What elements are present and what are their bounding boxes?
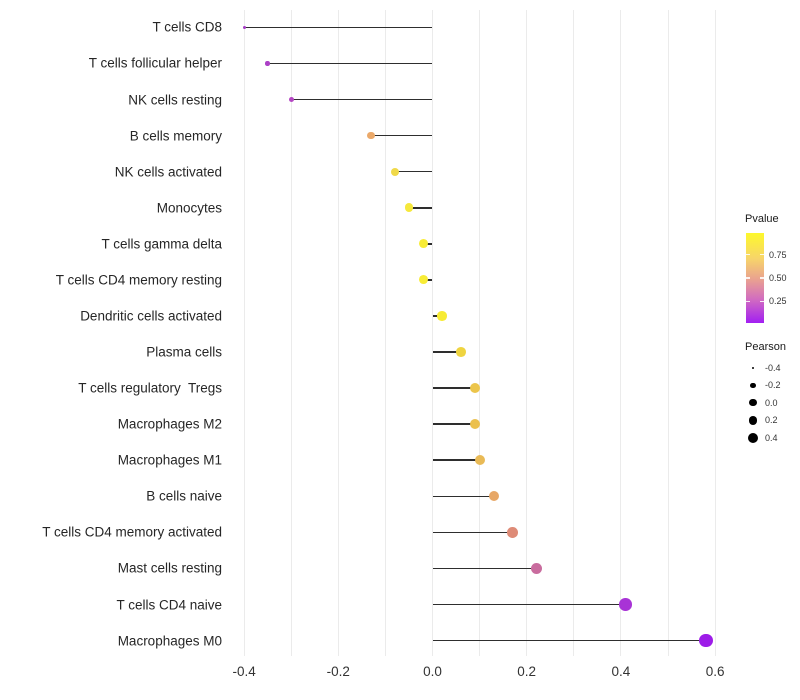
pearson-legend-dot bbox=[748, 432, 758, 443]
x-tick-label: 0.4 bbox=[611, 664, 631, 679]
pearson-legend-label: -0.2 bbox=[765, 380, 781, 391]
category-label: Macrophages M0 bbox=[117, 633, 222, 649]
lollipop-dot bbox=[265, 61, 270, 66]
gridline bbox=[384, 10, 386, 656]
pearson-legend-label: -0.4 bbox=[765, 363, 781, 373]
gridline bbox=[243, 10, 245, 656]
pvalue-legend-title: Pvalue bbox=[745, 213, 779, 225]
category-label: Macrophages M1 bbox=[117, 452, 222, 468]
category-label: Monocytes bbox=[156, 200, 222, 216]
gridline bbox=[620, 10, 622, 656]
pearson-legend-dot bbox=[749, 399, 757, 407]
lollipop-stem bbox=[423, 243, 433, 245]
category-label: B cells memory bbox=[129, 128, 222, 144]
category-label: NK cells activated bbox=[114, 164, 222, 180]
gridline bbox=[573, 10, 575, 656]
pvalue-tick-mark bbox=[746, 300, 750, 303]
pvalue-tick-mark bbox=[760, 277, 764, 279]
lollipop-stem bbox=[244, 26, 433, 29]
category-label: Mast cells resting bbox=[117, 560, 222, 576]
x-tick-label: -0.4 bbox=[232, 664, 256, 679]
category-label: Dendritic cells activated bbox=[80, 308, 222, 324]
gridline bbox=[290, 10, 292, 656]
lollipop-dot bbox=[488, 491, 499, 502]
category-label: T cells gamma delta bbox=[101, 236, 222, 252]
category-label: Macrophages M2 bbox=[117, 416, 222, 432]
lollipop-dot bbox=[469, 383, 480, 394]
lollipop-stem bbox=[432, 315, 442, 317]
lollipop-stem bbox=[432, 351, 461, 353]
lollipop-stem bbox=[432, 531, 513, 534]
lollipop-stem bbox=[432, 495, 494, 498]
lollipop-stem bbox=[432, 639, 706, 642]
gridline bbox=[667, 10, 669, 656]
lollipop-stem bbox=[267, 62, 433, 65]
lollipop-dot bbox=[404, 203, 414, 213]
lollipop-stem bbox=[432, 603, 626, 606]
lollipop-dot bbox=[507, 527, 518, 538]
gridline bbox=[714, 10, 716, 656]
gridline bbox=[337, 10, 339, 656]
pearson-legend-label: 0.4 bbox=[765, 432, 778, 443]
lollipop-dot bbox=[619, 598, 632, 611]
category-label: Plasma cells bbox=[146, 344, 222, 360]
lollipop-stem bbox=[291, 98, 433, 101]
gridline bbox=[479, 10, 481, 656]
lollipop-stem bbox=[423, 279, 433, 281]
lollipop-dot bbox=[367, 131, 376, 140]
category-label: T cells CD4 memory activated bbox=[42, 524, 222, 540]
pvalue-tick-label: 0.75 bbox=[769, 249, 787, 260]
lollipop-dot bbox=[437, 311, 447, 321]
lollipop-dot bbox=[242, 25, 246, 29]
lollipop-stem bbox=[432, 423, 475, 425]
category-label: B cells naive bbox=[146, 488, 222, 504]
lollipop-dot bbox=[288, 96, 294, 103]
lollipop-dot bbox=[698, 633, 713, 648]
gridline bbox=[526, 10, 528, 656]
lollipop-stem bbox=[432, 567, 537, 570]
category-label: T cells CD4 memory resting bbox=[55, 272, 222, 288]
pearson-legend-dot bbox=[751, 366, 755, 370]
pvalue-tick-mark bbox=[760, 300, 764, 303]
lollipop-dot bbox=[418, 239, 428, 249]
category-label: T cells CD8 bbox=[152, 19, 222, 35]
pearson-legend-dot bbox=[750, 382, 756, 389]
category-label: T cells regulatory Tregs bbox=[78, 380, 222, 396]
lollipop-stem bbox=[408, 206, 433, 209]
lollipop-dot bbox=[455, 347, 466, 357]
category-label: T cells CD4 naive bbox=[116, 597, 222, 613]
lollipop-dot bbox=[390, 167, 399, 176]
pearson-legend-label: 0.2 bbox=[765, 415, 778, 426]
lollipop-stem bbox=[432, 459, 480, 462]
x-tick-label: 0.2 bbox=[517, 664, 537, 679]
x-tick-label: 0.6 bbox=[705, 664, 725, 679]
pvalue-tick-mark bbox=[746, 253, 750, 256]
lollipop-stem bbox=[432, 387, 475, 389]
pvalue-tick-label: 0.25 bbox=[769, 296, 787, 307]
lollipop-dot bbox=[418, 275, 428, 285]
pvalue-tick-label: 0.50 bbox=[769, 273, 787, 283]
x-tick-label: 0.0 bbox=[423, 664, 442, 679]
pvalue-tick-mark bbox=[746, 277, 750, 279]
lollipop-dot bbox=[474, 455, 485, 466]
pvalue-colorbar bbox=[746, 233, 764, 323]
lollipop-stem bbox=[394, 170, 433, 173]
category-label: NK cells resting bbox=[128, 92, 222, 108]
lollipop-stem bbox=[371, 134, 433, 137]
lollipop-dot bbox=[530, 562, 542, 574]
x-tick-label: -0.2 bbox=[326, 664, 350, 679]
category-label: T cells follicular helper bbox=[88, 55, 222, 71]
pearson-legend-title: Pearson bbox=[745, 341, 786, 353]
gridline bbox=[432, 10, 433, 656]
lollipop-dot bbox=[469, 419, 480, 430]
pvalue-tick-mark bbox=[760, 253, 764, 256]
pearson-legend-label: 0.0 bbox=[765, 397, 778, 408]
pearson-legend-dot bbox=[748, 415, 758, 425]
